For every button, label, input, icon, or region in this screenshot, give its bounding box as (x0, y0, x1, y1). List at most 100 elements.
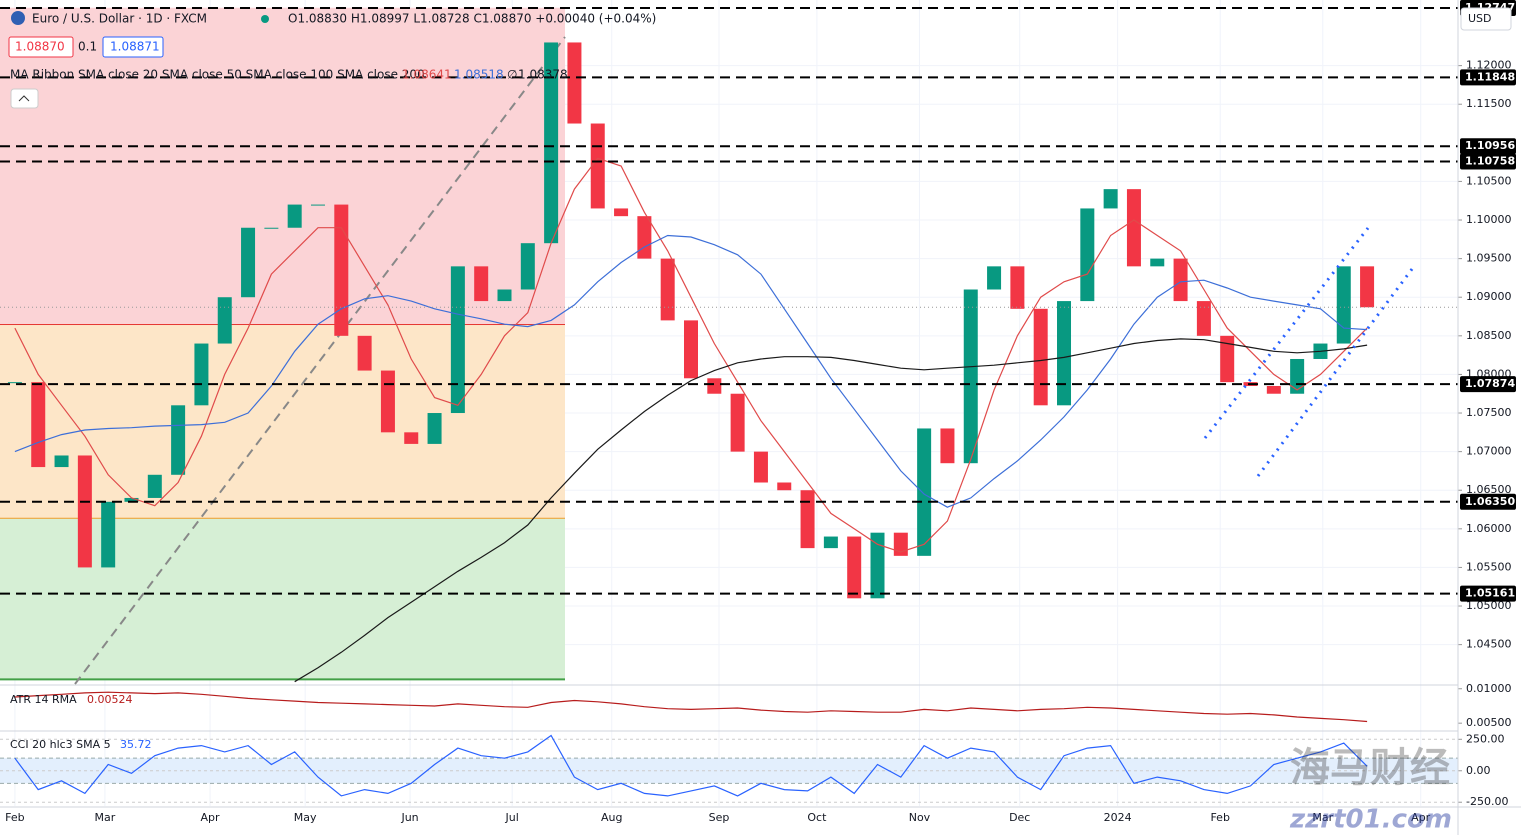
front-layer: Feb Mar Apr May Jun Jul Aug Sep Oct Nov Dec 2024 Feb… (0, 0, 1516, 824)
level-label: 1.11848 (1465, 70, 1515, 83)
y-tick-label: 1.09500 (1466, 252, 1512, 265)
fib-zone (0, 518, 565, 680)
candle (660, 258, 675, 321)
x-tick-label: Mar (95, 811, 116, 824)
candle (1173, 258, 1188, 302)
candle (823, 536, 838, 549)
candle (427, 413, 442, 444)
collapse-icon (18, 95, 30, 102)
candle (380, 370, 395, 433)
x-tick-label: Jul (505, 811, 519, 824)
candle (847, 536, 862, 599)
candle (940, 428, 955, 464)
status-dot (261, 15, 269, 23)
series-line (14, 234, 1368, 508)
candle (544, 42, 559, 244)
series-line (14, 734, 1368, 797)
level-label: 1.07874 (1465, 377, 1515, 390)
candle (590, 123, 605, 209)
level-label-box (1460, 69, 1516, 86)
sell-button[interactable] (8, 36, 74, 58)
y-tick-label: -250.00 (1466, 795, 1508, 808)
y-tick-label: 1.11500 (1466, 97, 1512, 110)
trend-line (74, 36, 566, 685)
y-tick-label: 0.00500 (1466, 716, 1512, 729)
candle (1336, 266, 1351, 344)
candle (567, 42, 582, 124)
ma-value: 1.08518 (454, 68, 504, 82)
candle (893, 532, 908, 556)
ma-value: ∅ (507, 68, 517, 82)
series-line (14, 691, 1368, 723)
back-layer (0, 0, 1458, 806)
candle (287, 204, 302, 228)
x-tick-label: Sep (709, 811, 730, 824)
candle (1196, 301, 1211, 336)
candle (194, 343, 209, 406)
candle (1080, 208, 1095, 302)
x-tick-label: Apr (201, 811, 221, 824)
y-tick-label: 1.08500 (1466, 329, 1512, 342)
x-tick-label: May (294, 811, 317, 824)
currency-button[interactable] (1460, 7, 1512, 31)
candle (171, 405, 186, 475)
level-label-box (1460, 153, 1516, 170)
x-tick-label: Jun (400, 811, 418, 824)
y-tick-label: 1.07000 (1466, 445, 1512, 458)
y-tick-label: 1.09000 (1466, 290, 1512, 303)
y-tick-label: 0.00 (1466, 764, 1491, 777)
x-tick-label: Mar (1312, 811, 1333, 824)
candle (707, 378, 722, 394)
y-tick-label: 1.12000 (1466, 59, 1512, 72)
candle (1033, 308, 1048, 406)
candle (637, 216, 652, 259)
x-tick-label: Nov (909, 811, 931, 824)
x-tick-label: Feb (1210, 811, 1229, 824)
watermark: 海马财经 (1290, 745, 1450, 791)
candle (264, 227, 279, 229)
level-label-box (1460, 376, 1516, 393)
sell-price[interactable]: 1.08870 (15, 40, 65, 54)
candle (357, 335, 372, 371)
candle (520, 243, 535, 290)
candle (1290, 358, 1305, 394)
candle (124, 497, 139, 502)
collapse-button[interactable] (10, 88, 39, 109)
buy-button[interactable] (102, 36, 164, 58)
candle (77, 455, 92, 568)
candle (1266, 386, 1281, 394)
x-tick-label: 2024 (1104, 811, 1132, 824)
candle (917, 428, 932, 556)
y-tick-label: 1.07500 (1466, 406, 1512, 419)
candle (147, 474, 162, 498)
ma-legend[interactable]: MA Ribbon SMA close 20 SMA close 50 SMA … (10, 68, 425, 82)
candle (1103, 189, 1118, 209)
y-tick-label: 1.06500 (1466, 483, 1512, 496)
level-label: 1.10956 (1465, 139, 1515, 152)
y-tick-label: 250.00 (1466, 732, 1505, 745)
candle (1360, 266, 1375, 308)
candle (1220, 335, 1235, 383)
buy-price[interactable]: 1.08871 (110, 40, 160, 54)
candle (1010, 266, 1025, 309)
candle (310, 204, 325, 206)
y-tick-label: 0.01000 (1466, 682, 1512, 695)
y-tick-label: 1.05000 (1466, 599, 1512, 612)
currency[interactable]: USD (1468, 12, 1492, 25)
candle (474, 266, 489, 302)
atr-value: 0.00524 (87, 693, 133, 706)
candle (450, 266, 465, 414)
watermark-url: zzrt01.com (1289, 805, 1452, 835)
symbol-title[interactable]: Euro / U.S. Dollar · 1D · FXCM (32, 12, 207, 26)
candle (101, 501, 116, 568)
ma-value: 1.08641 (402, 68, 452, 82)
candle (730, 393, 745, 452)
symbol-icon (11, 11, 25, 25)
x-tick-label: Dec (1009, 811, 1030, 824)
candle (614, 208, 629, 217)
y-tick-label: 1.10000 (1466, 213, 1512, 226)
candle (31, 382, 46, 468)
y-tick-label: 1.06000 (1466, 522, 1512, 535)
